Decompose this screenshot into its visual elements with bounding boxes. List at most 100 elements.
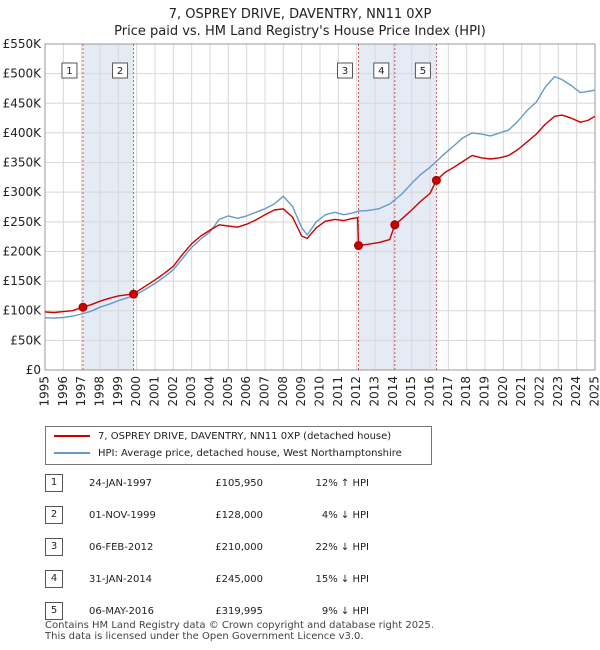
- sale-date: 24-JAN-1997: [89, 478, 153, 489]
- x-tick-label: 2000: [129, 376, 143, 407]
- sale-number-badge: 2: [45, 506, 63, 524]
- sale-marker-label: 1: [66, 66, 72, 77]
- shaded-period: [358, 44, 437, 370]
- x-tick-label: 2015: [404, 376, 418, 407]
- y-tick-label: £350K: [3, 156, 43, 170]
- sale-row: 4 31-JAN-2014 £245,000 15% ↓ HPI: [45, 570, 465, 590]
- sale-date: 06-MAY-2016: [89, 606, 155, 617]
- x-tick-label: 2023: [551, 376, 565, 407]
- x-tick-label: 2017: [441, 376, 455, 407]
- x-tick-label: 1996: [56, 376, 70, 407]
- sale-price: £319,995: [215, 606, 263, 617]
- x-tick-label: 2007: [258, 376, 272, 407]
- title-line-1: 7, OSPREY DRIVE, DAVENTRY, NN11 0XP: [168, 7, 432, 22]
- legend-item-hpi: HPI: Average price, detached house, West…: [54, 446, 402, 462]
- sale-date: 06-FEB-2012: [89, 542, 154, 553]
- sale-row: 1 24-JAN-1997 £105,950 12% ↑ HPI: [45, 474, 465, 494]
- x-tick-label: 2025: [588, 376, 600, 407]
- x-tick-label: 2006: [239, 376, 253, 407]
- x-tick-label: 1997: [74, 376, 88, 407]
- legend-swatch-hpi: [54, 452, 90, 454]
- x-tick-label: 2018: [459, 376, 473, 407]
- chart-legend: 7, OSPREY DRIVE, DAVENTRY, NN11 0XP (det…: [45, 426, 432, 465]
- title-line-2: Price paid vs. HM Land Registry's House …: [114, 24, 486, 39]
- sale-marker-box: [112, 62, 129, 79]
- y-tick-label: £400K: [3, 126, 43, 140]
- sale-price: £128,000: [215, 510, 263, 521]
- sale-hpi-diff: 22% ↓ HPI: [315, 542, 369, 553]
- y-tick-label: £50K: [10, 333, 42, 347]
- x-tick-label: 2008: [276, 376, 290, 407]
- y-tick-label: £200K: [3, 244, 43, 258]
- sale-hpi-diff: 12% ↑ HPI: [315, 478, 369, 489]
- sale-hpi-diff: 9% ↓ HPI: [321, 606, 369, 617]
- x-tick-label: 2002: [166, 376, 180, 407]
- x-tick-label: 2005: [221, 376, 235, 407]
- sale-row: 3 06-FEB-2012 £210,000 22% ↓ HPI: [45, 538, 465, 558]
- legend-label-property: 7, OSPREY DRIVE, DAVENTRY, NN11 0XP (det…: [98, 431, 392, 442]
- legend-swatch-property: [54, 435, 90, 437]
- sale-marker-box: [373, 62, 390, 79]
- sale-number-badge: 5: [45, 602, 63, 620]
- sale-marker-label: 4: [378, 66, 384, 77]
- footer-notice: Contains HM Land Registry data © Crown c…: [45, 620, 434, 642]
- legend-item-property: 7, OSPREY DRIVE, DAVENTRY, NN11 0XP (det…: [54, 429, 391, 445]
- sale-marker-label: 3: [342, 66, 348, 77]
- x-tick-label: 2019: [478, 376, 492, 407]
- x-tick-label: 2004: [203, 376, 217, 407]
- sale-point: [390, 220, 400, 230]
- sale-number-badge: 1: [45, 474, 63, 492]
- x-tick-label: 1995: [38, 376, 52, 407]
- price-chart: £0 £50K £100K £150K £200K £250K £300K £350K £400…: [3, 37, 600, 407]
- y-tick-label: £250K: [3, 215, 43, 229]
- sale-hpi-diff: 4% ↓ HPI: [321, 510, 369, 521]
- footer-line-2: This data is licensed under the Open Gov…: [45, 631, 364, 642]
- sale-marker-label: 2: [117, 66, 123, 77]
- x-tick-label: 2024: [569, 376, 583, 407]
- x-tick-label: 2013: [368, 376, 382, 407]
- y-tick-label: £100K: [3, 304, 43, 318]
- sale-number-badge: 3: [45, 538, 63, 556]
- sale-point: [431, 175, 441, 185]
- sale-marker-box: [61, 62, 78, 79]
- x-tick-label: 2014: [386, 376, 400, 407]
- sale-marker-label: 5: [420, 66, 426, 77]
- sale-date: 31-JAN-2014: [89, 574, 153, 585]
- shaded-period: [82, 44, 134, 370]
- sale-row: 5 06-MAY-2016 £319,995 9% ↓ HPI: [45, 602, 465, 622]
- x-tick-label: 2010: [313, 376, 327, 407]
- plot-frame: [44, 43, 596, 371]
- x-tick-label: 2001: [148, 376, 162, 407]
- x-tick-label: 2016: [423, 376, 437, 407]
- sale-row: 2 01-NOV-1999 £128,000 4% ↓ HPI: [45, 506, 465, 526]
- y-tick-label: £450K: [3, 96, 43, 110]
- x-tick-label: 1999: [111, 376, 125, 407]
- sale-price: £105,950: [215, 478, 263, 489]
- y-tick-label: £0: [26, 363, 41, 377]
- sale-marker-box: [414, 62, 431, 79]
- x-tick-label: 2022: [533, 376, 547, 407]
- sale-point: [354, 241, 363, 251]
- y-tick-label: £300K: [3, 185, 43, 199]
- y-tick-label: £500K: [3, 67, 43, 81]
- sale-price: £210,000: [215, 542, 263, 553]
- property-price-line: [44, 114, 596, 314]
- sale-number-badge: 4: [45, 570, 63, 588]
- y-tick-label: £150K: [3, 274, 43, 288]
- sale-price: £245,000: [215, 574, 263, 585]
- x-tick-label: 1998: [93, 376, 107, 407]
- sale-date: 01-NOV-1999: [89, 510, 156, 521]
- sale-point: [129, 289, 139, 299]
- sale-point: [78, 302, 88, 312]
- x-tick-label: 2020: [496, 376, 510, 407]
- x-tick-label: 2009: [294, 376, 308, 407]
- x-tick-label: 2003: [184, 376, 198, 407]
- chart-title: 7, OSPREY DRIVE, DAVENTRY, NN11 0XP Pric…: [0, 6, 600, 40]
- sale-marker-box: [337, 62, 353, 79]
- x-tick-label: 2012: [349, 376, 363, 407]
- legend-label-hpi: HPI: Average price, detached house, West…: [98, 448, 402, 459]
- x-tick-label: 2011: [331, 376, 345, 407]
- x-tick-label: 2021: [514, 376, 528, 407]
- sale-hpi-diff: 15% ↓ HPI: [315, 574, 369, 585]
- y-tick-label: £550K: [3, 37, 43, 51]
